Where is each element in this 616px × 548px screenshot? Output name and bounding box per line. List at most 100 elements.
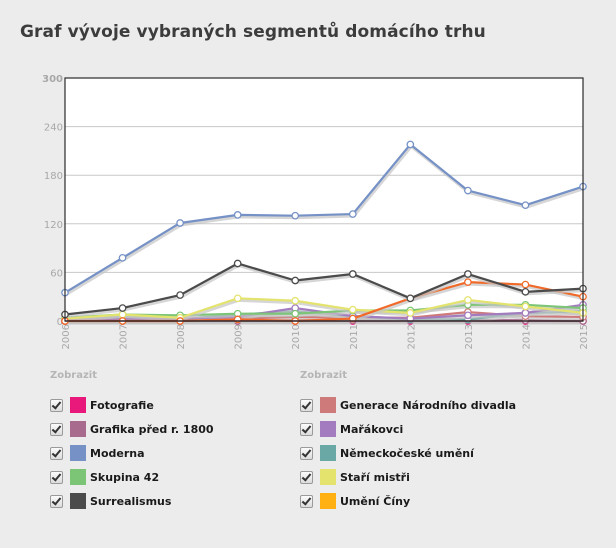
series-line bbox=[64, 143, 584, 294]
series-shadow bbox=[65, 298, 585, 323]
data-point[interactable] bbox=[233, 294, 242, 303]
legend-label: Staří mistři bbox=[340, 470, 410, 484]
x-tick-label: 2006 bbox=[61, 324, 72, 349]
legend-checkbox[interactable] bbox=[300, 446, 313, 460]
y-tick-label: 120 bbox=[44, 220, 63, 231]
series-line bbox=[64, 297, 584, 320]
legend-header: Zobrazit bbox=[300, 370, 347, 381]
data-point[interactable] bbox=[406, 309, 415, 317]
data-point[interactable] bbox=[348, 305, 357, 314]
data-point[interactable] bbox=[521, 302, 530, 311]
x-tick-label: 2011 bbox=[349, 324, 360, 349]
legend-item[interactable]: Fotografie bbox=[50, 393, 290, 417]
legend-item[interactable]: Surrealismus bbox=[50, 489, 290, 513]
legend-label: Grafika před r. 1800 bbox=[90, 422, 214, 436]
legend-swatch bbox=[70, 493, 86, 509]
data-point[interactable] bbox=[291, 296, 300, 305]
legend-checkbox[interactable] bbox=[50, 398, 63, 412]
data-point[interactable] bbox=[521, 309, 530, 317]
series-sta-mist-i bbox=[61, 294, 587, 323]
legend-header: Zobrazit bbox=[50, 370, 97, 381]
legend-item[interactable]: Generace Národního divadla bbox=[300, 393, 540, 417]
y-axis-ticks: 0 60 120 180 240 300 bbox=[42, 74, 63, 328]
legend-label: Německočeské umění bbox=[340, 446, 474, 460]
x-tick-label: 2007 bbox=[119, 324, 130, 349]
data-point[interactable] bbox=[348, 210, 357, 218]
legend-right: Zobrazit Generace Národního divadla Mařák… bbox=[300, 370, 540, 513]
data-point[interactable] bbox=[521, 287, 530, 296]
legend-label: Mařákovci bbox=[340, 422, 404, 436]
y-tick-label: 300 bbox=[42, 74, 63, 85]
data-point[interactable] bbox=[464, 311, 472, 320]
data-point[interactable] bbox=[176, 219, 184, 227]
legend-swatch bbox=[320, 397, 336, 413]
legend-item[interactable]: Moderna bbox=[50, 441, 290, 465]
data-point[interactable] bbox=[348, 270, 357, 278]
y-tick-label: 240 bbox=[44, 123, 63, 134]
legend-item[interactable]: Umění Číny bbox=[300, 489, 540, 513]
plot-frame bbox=[64, 77, 584, 322]
line-chart: 0 60 120 180 240 300 2006 2007 2008 2009 2010 2011… bbox=[42, 74, 590, 349]
legend-swatch bbox=[70, 445, 86, 461]
x-tick-label: 2009 bbox=[234, 324, 245, 349]
x-tick-label: 2010 bbox=[291, 324, 302, 349]
x-tick-label: 2014 bbox=[521, 324, 532, 349]
legend-item[interactable]: Mařákovci bbox=[300, 417, 540, 441]
data-point[interactable] bbox=[291, 211, 300, 220]
data-point[interactable] bbox=[406, 140, 415, 149]
legend-item[interactable]: Grafika před r. 1800 bbox=[50, 417, 290, 441]
legend-item[interactable]: Skupina 42 bbox=[50, 465, 290, 489]
legend-left: Zobrazit Fotografie Grafika před r. 1800 M… bbox=[50, 370, 290, 513]
chart-title: Graf vývoje vybraných segmentů domácího … bbox=[20, 22, 486, 42]
legend-label: Moderna bbox=[90, 446, 145, 460]
data-point[interactable] bbox=[348, 314, 357, 323]
legend-checkbox[interactable] bbox=[300, 470, 313, 484]
series-line bbox=[64, 262, 584, 316]
x-tick-label: 2013 bbox=[464, 324, 475, 349]
data-point[interactable] bbox=[464, 278, 472, 286]
data-point[interactable] bbox=[291, 276, 300, 285]
legend-swatch bbox=[70, 469, 86, 485]
legend-checkbox[interactable] bbox=[50, 494, 63, 508]
legend-swatch bbox=[320, 493, 336, 509]
data-point[interactable] bbox=[118, 304, 127, 312]
series-shadow bbox=[65, 144, 585, 296]
data-point[interactable] bbox=[521, 280, 530, 289]
legend-checkbox[interactable] bbox=[300, 398, 313, 412]
legend-label: Umění Číny bbox=[340, 494, 411, 508]
series-moderna bbox=[61, 140, 587, 297]
x-axis-ticks: 2006 2007 2008 2009 2010 2011 2012 2013 2014 2015 bbox=[61, 324, 590, 349]
x-tick-label: 2008 bbox=[176, 324, 187, 349]
legend-label: Surrealismus bbox=[90, 494, 172, 508]
data-point[interactable] bbox=[233, 211, 242, 219]
data-point[interactable] bbox=[521, 201, 530, 210]
legend-swatch bbox=[70, 397, 86, 413]
data-point[interactable] bbox=[118, 253, 127, 262]
x-tick-label: 2015 bbox=[579, 324, 590, 349]
legend-checkbox[interactable] bbox=[300, 422, 313, 436]
legend-checkbox[interactable] bbox=[50, 446, 63, 460]
data-point[interactable] bbox=[406, 294, 415, 303]
data-point[interactable] bbox=[464, 296, 472, 304]
data-point[interactable] bbox=[464, 270, 472, 278]
x-tick-label: 2012 bbox=[406, 324, 417, 349]
legend-item[interactable]: Německočeské umění bbox=[300, 441, 540, 465]
legend-swatch bbox=[320, 421, 336, 437]
data-point[interactable] bbox=[233, 259, 242, 268]
legend-swatch bbox=[70, 421, 86, 437]
legend-item[interactable]: Staří mistři bbox=[300, 465, 540, 489]
y-tick-label: 0 bbox=[57, 317, 63, 328]
data-point[interactable] bbox=[464, 186, 472, 195]
data-point[interactable] bbox=[118, 310, 127, 319]
data-point[interactable] bbox=[176, 291, 184, 299]
legend-swatch bbox=[320, 445, 336, 461]
series-surrealismus bbox=[61, 259, 587, 319]
legend-checkbox[interactable] bbox=[50, 422, 63, 436]
legend-label: Skupina 42 bbox=[90, 470, 160, 484]
legend-swatch bbox=[320, 469, 336, 485]
data-point[interactable] bbox=[291, 309, 300, 318]
legend-checkbox[interactable] bbox=[50, 470, 63, 484]
plot-border bbox=[64, 77, 584, 322]
y-tick-label: 60 bbox=[50, 268, 63, 279]
legend-checkbox[interactable] bbox=[300, 494, 313, 508]
